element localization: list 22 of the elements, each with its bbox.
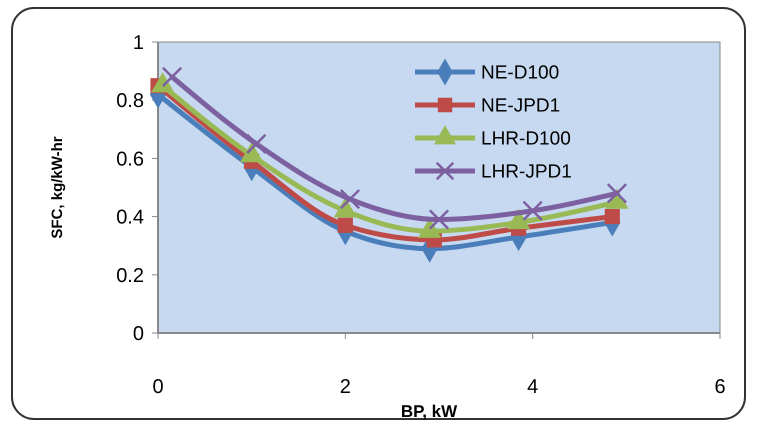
point (606, 182, 628, 204)
legend-label: LHR-JPD1 (481, 162, 572, 183)
y-tick-label: 1 (132, 32, 144, 54)
legend-label: NE-D100 (481, 62, 560, 84)
x-tick-label: 4 (527, 376, 538, 398)
y-axis-title: SFC, kg/kW-hr (49, 136, 66, 239)
y-tick-label: 0.4 (116, 206, 144, 229)
y-tick-label: 0.8 (116, 90, 144, 112)
y-tick-label: 0.2 (116, 264, 144, 287)
x-tick-label: 2 (340, 376, 351, 398)
point (522, 200, 544, 222)
y-tick-label: 0 (132, 323, 144, 345)
legend-label: NE-JPD1 (481, 96, 560, 117)
point (428, 209, 450, 230)
x-tick-label: 0 (152, 376, 164, 398)
point (246, 133, 267, 154)
x-axis-title: BP, kW (400, 402, 458, 421)
legend-label: LHR-D100 (481, 128, 571, 150)
point (162, 66, 182, 88)
x-tick-label: 6 (714, 376, 726, 398)
y-tick-label: 0.6 (116, 148, 144, 170)
point (340, 188, 360, 210)
